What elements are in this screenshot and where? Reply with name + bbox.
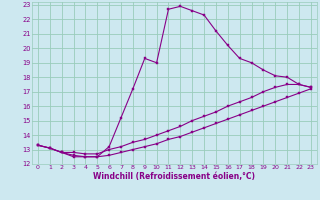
- X-axis label: Windchill (Refroidissement éolien,°C): Windchill (Refroidissement éolien,°C): [93, 172, 255, 181]
